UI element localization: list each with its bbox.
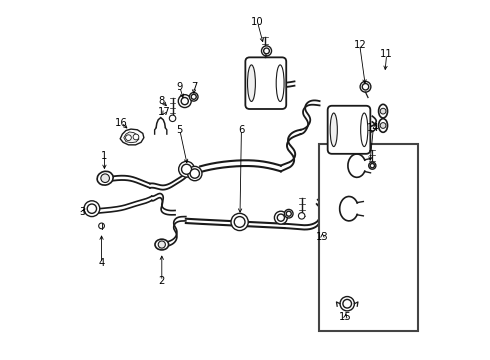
Circle shape: [158, 241, 166, 248]
Text: 5: 5: [176, 125, 183, 135]
Text: 12: 12: [353, 40, 366, 50]
Text: 9: 9: [176, 82, 183, 92]
Text: 16: 16: [115, 118, 128, 128]
Text: 1: 1: [101, 150, 108, 161]
Circle shape: [380, 123, 386, 129]
Circle shape: [277, 214, 285, 221]
Text: 15: 15: [339, 312, 352, 322]
Text: 3: 3: [79, 207, 86, 217]
Circle shape: [181, 98, 188, 105]
Circle shape: [362, 84, 368, 90]
Circle shape: [370, 163, 374, 168]
Circle shape: [285, 210, 293, 218]
Circle shape: [98, 223, 104, 229]
Text: 2: 2: [159, 276, 165, 286]
Circle shape: [190, 169, 199, 178]
Circle shape: [360, 81, 371, 92]
Text: 17: 17: [158, 107, 171, 117]
Text: 8: 8: [159, 96, 165, 106]
Circle shape: [264, 48, 270, 54]
Circle shape: [179, 161, 195, 177]
Ellipse shape: [97, 171, 113, 185]
Text: 4: 4: [98, 258, 105, 268]
Circle shape: [178, 95, 191, 108]
Circle shape: [188, 166, 202, 181]
Text: 6: 6: [238, 125, 245, 135]
Polygon shape: [120, 129, 144, 145]
Ellipse shape: [330, 113, 337, 147]
Circle shape: [87, 204, 97, 213]
Ellipse shape: [247, 65, 255, 102]
Circle shape: [286, 211, 291, 216]
Circle shape: [125, 135, 131, 140]
Circle shape: [343, 300, 351, 308]
Ellipse shape: [155, 239, 169, 250]
Text: 14: 14: [367, 123, 380, 133]
Polygon shape: [124, 132, 139, 143]
Circle shape: [380, 108, 386, 114]
Circle shape: [262, 46, 271, 56]
Text: 7: 7: [191, 82, 197, 92]
Circle shape: [101, 174, 109, 183]
Circle shape: [274, 211, 287, 224]
Circle shape: [231, 213, 248, 230]
Circle shape: [133, 134, 139, 140]
Circle shape: [368, 162, 376, 169]
Text: 10: 10: [251, 17, 264, 27]
Circle shape: [170, 115, 176, 122]
Circle shape: [234, 217, 245, 227]
Ellipse shape: [379, 119, 388, 132]
Circle shape: [298, 213, 305, 219]
FancyBboxPatch shape: [328, 106, 370, 154]
Circle shape: [340, 297, 354, 311]
Ellipse shape: [379, 104, 388, 118]
FancyBboxPatch shape: [245, 57, 286, 109]
Ellipse shape: [361, 113, 368, 147]
Text: 11: 11: [380, 49, 393, 59]
Circle shape: [84, 201, 100, 217]
Text: 13: 13: [316, 232, 329, 242]
Ellipse shape: [276, 65, 284, 102]
Circle shape: [190, 93, 198, 101]
Bar: [318, 144, 418, 330]
Circle shape: [191, 94, 196, 99]
Circle shape: [181, 164, 192, 174]
